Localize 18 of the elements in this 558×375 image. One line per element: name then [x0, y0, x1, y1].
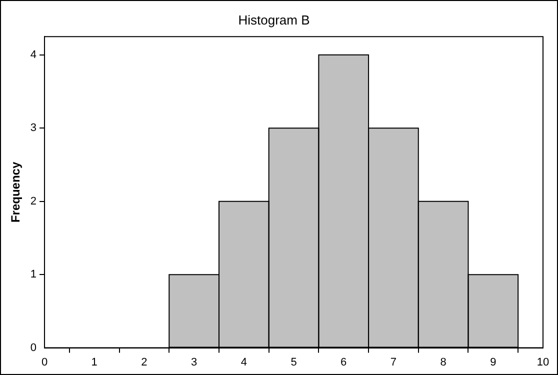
x-tick-label: 4: [240, 356, 247, 368]
x-tick-label: 0: [41, 356, 48, 368]
x-tick-label: 9: [490, 356, 496, 368]
x-tick-label: 6: [340, 356, 347, 368]
x-tick-label: 3: [191, 356, 198, 368]
x-tick-label: 10: [536, 356, 550, 368]
x-tick-label: 2: [141, 356, 148, 368]
y-tick-label: 2: [30, 195, 37, 208]
x-tick-label: 8: [440, 356, 446, 368]
y-tick-label: 3: [30, 122, 37, 134]
x-tick-label: 1: [91, 356, 98, 368]
x-tick-label: 5: [290, 356, 297, 368]
y-tick-label: 4: [30, 48, 37, 61]
y-tick-label: 0: [30, 342, 37, 354]
y-tick-label: 1: [30, 268, 37, 281]
y-axis-title: Frequency: [8, 162, 23, 223]
x-tick-label: 7: [390, 356, 397, 368]
chart-title: Histogram B: [238, 12, 310, 28]
